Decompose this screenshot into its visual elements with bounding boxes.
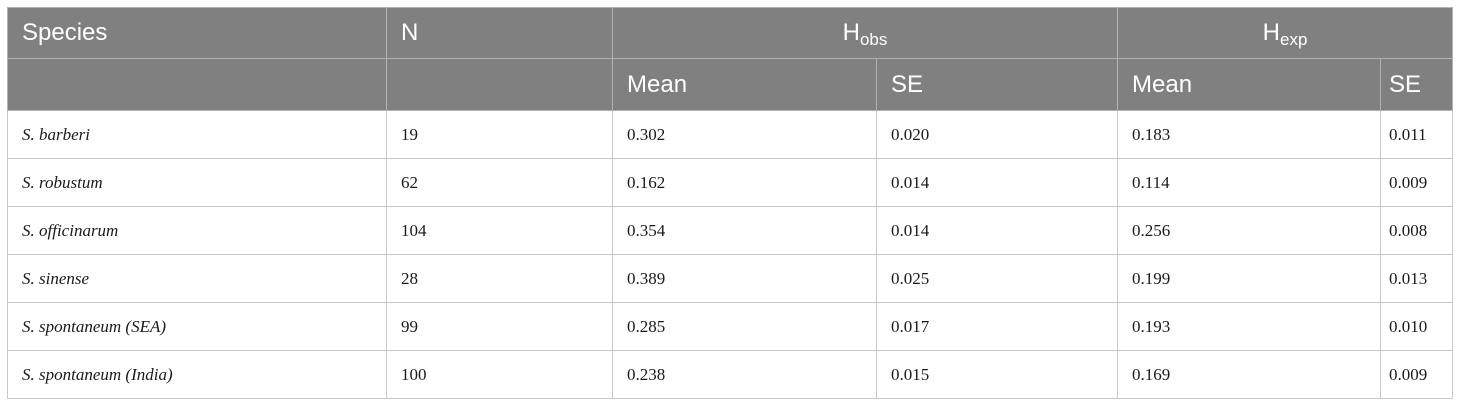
cell-hobs-se: 0.017 (875, 302, 1119, 351)
header-hexp-se: SE (1380, 58, 1454, 111)
cell-hexp-se: 0.008 (1380, 206, 1454, 255)
table-header: Species N Hobs Hexp Mean SE Mean SE (7, 7, 1454, 111)
table-row: S. officinarum 104 0.354 0.014 0.256 0.0… (7, 206, 1454, 255)
cell-hexp-mean: 0.199 (1117, 254, 1382, 303)
cell-n: 28 (386, 254, 613, 303)
cell-n: 100 (386, 350, 613, 399)
table-row: S. robustum 62 0.162 0.014 0.114 0.009 (7, 158, 1454, 207)
cell-hobs-se: 0.020 (875, 110, 1119, 159)
data-table-container: Species N Hobs Hexp Mean SE Mean SE S. b… (7, 7, 1454, 399)
header-hexp: Hexp (1117, 7, 1454, 59)
cell-hexp-se: 0.009 (1380, 158, 1454, 207)
header-hobs-se: SE (875, 58, 1119, 111)
cell-species: S. barberi (7, 110, 387, 159)
cell-hobs-se: 0.014 (875, 158, 1119, 207)
header-empty-species (7, 58, 387, 111)
cell-n: 104 (386, 206, 613, 255)
cell-species: S. officinarum (7, 206, 387, 255)
cell-species: S. spontaneum (India) (7, 350, 387, 399)
cell-hexp-mean: 0.193 (1117, 302, 1382, 351)
header-row-2: Mean SE Mean SE (7, 58, 1454, 111)
cell-n: 99 (386, 302, 613, 351)
cell-hexp-mean: 0.183 (1117, 110, 1382, 159)
header-hexp-sub: exp (1279, 30, 1308, 49)
header-hobs-mean: Mean (612, 58, 877, 111)
header-hexp-main: H (1262, 19, 1280, 46)
cell-hobs-mean: 0.302 (612, 110, 877, 159)
table-row: S. barberi 19 0.302 0.020 0.183 0.011 (7, 110, 1454, 159)
cell-n: 62 (386, 158, 613, 207)
cell-hobs-mean: 0.238 (612, 350, 877, 399)
cell-hobs-se: 0.025 (875, 254, 1119, 303)
cell-hexp-se: 0.013 (1380, 254, 1454, 303)
heterozygosity-table: Species N Hobs Hexp Mean SE Mean SE S. b… (7, 7, 1454, 399)
table-row: S. spontaneum (India) 100 0.238 0.015 0.… (7, 350, 1454, 399)
table-row: S. sinense 28 0.389 0.025 0.199 0.013 (7, 254, 1454, 303)
cell-hobs-mean: 0.389 (612, 254, 877, 303)
cell-hobs-se: 0.015 (875, 350, 1119, 399)
cell-species: S. spontaneum (SEA) (7, 302, 387, 351)
header-row-1: Species N Hobs Hexp (7, 7, 1454, 59)
header-hexp-mean: Mean (1117, 58, 1382, 111)
cell-hobs-mean: 0.285 (612, 302, 877, 351)
table-row: S. spontaneum (SEA) 99 0.285 0.017 0.193… (7, 302, 1454, 351)
cell-hexp-se: 0.009 (1380, 350, 1454, 399)
header-n: N (386, 7, 613, 59)
header-hobs-sub: obs (859, 30, 888, 49)
cell-hexp-mean: 0.169 (1117, 350, 1382, 399)
cell-n: 19 (386, 110, 613, 159)
header-hobs-main: H (842, 19, 860, 46)
header-species: Species (7, 7, 387, 59)
cell-hexp-mean: 0.256 (1117, 206, 1382, 255)
header-empty-n (386, 58, 613, 111)
cell-species: S. sinense (7, 254, 387, 303)
cell-hexp-mean: 0.114 (1117, 158, 1382, 207)
header-hobs: Hobs (611, 7, 1119, 59)
table-body: S. barberi 19 0.302 0.020 0.183 0.011 S.… (7, 110, 1454, 399)
cell-hexp-se: 0.011 (1380, 110, 1454, 159)
cell-hobs-mean: 0.354 (612, 206, 877, 255)
cell-hexp-se: 0.010 (1380, 302, 1454, 351)
cell-hobs-mean: 0.162 (612, 158, 877, 207)
cell-species: S. robustum (7, 158, 387, 207)
cell-hobs-se: 0.014 (875, 206, 1119, 255)
